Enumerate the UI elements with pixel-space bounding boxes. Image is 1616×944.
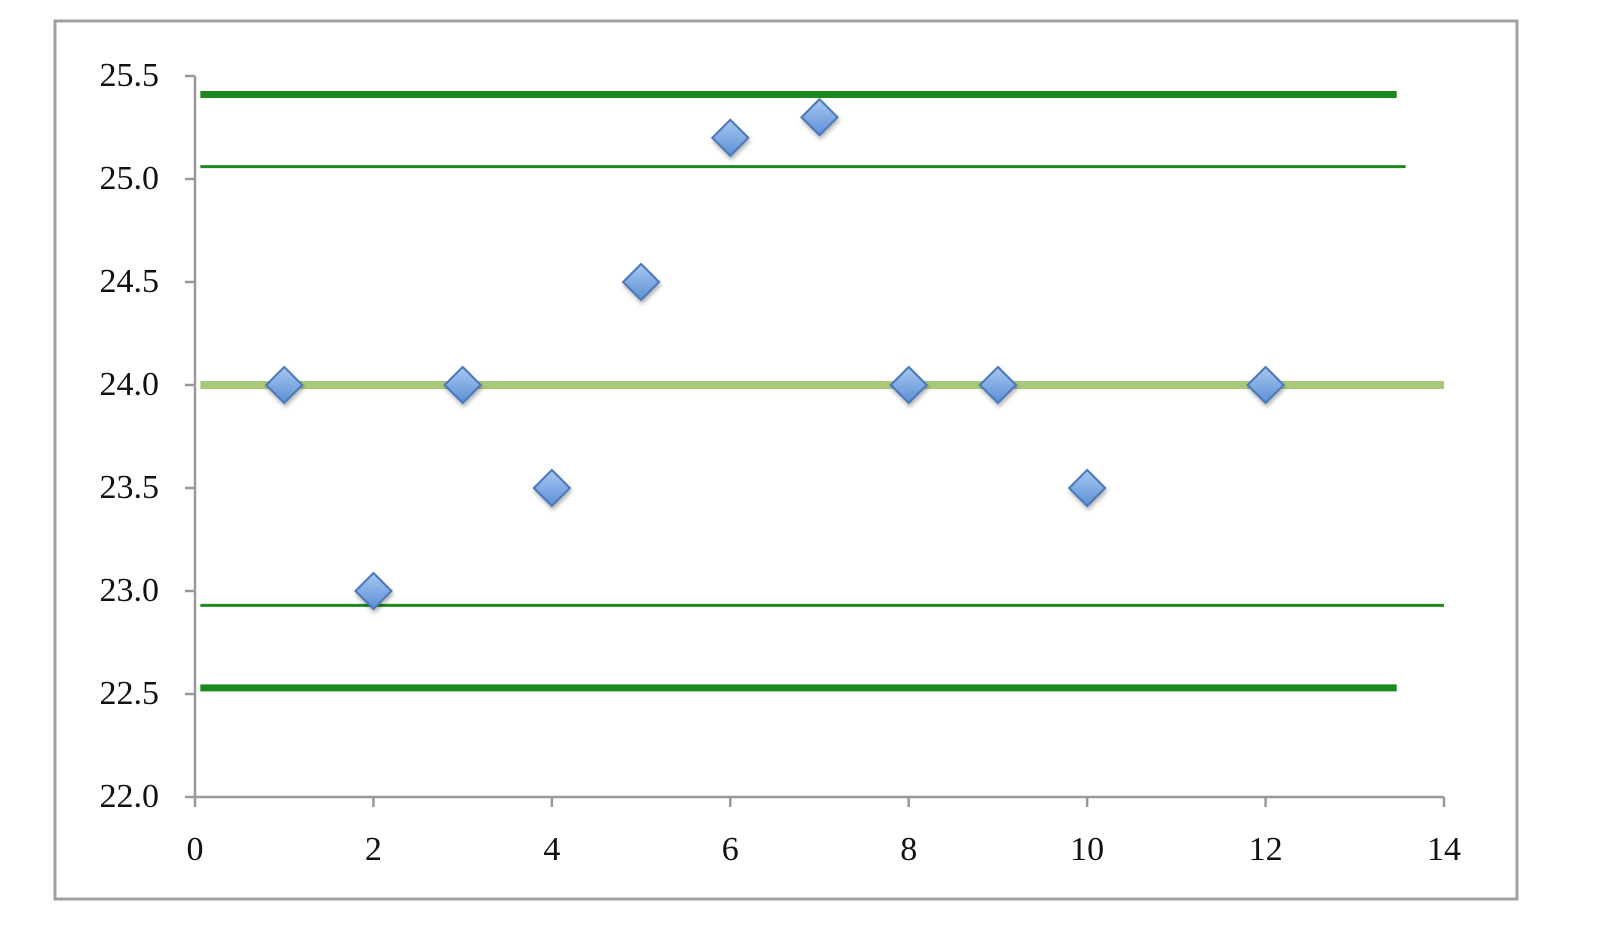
- point: [1246, 365, 1285, 405]
- y-tick-label: 24.0: [100, 366, 160, 403]
- chart-frame: [53, 19, 1519, 901]
- x-tick-label: 2: [365, 831, 382, 868]
- y-tick-label: 24.5: [100, 263, 160, 300]
- x-tick-label: 4: [543, 831, 560, 868]
- point: [443, 365, 483, 405]
- point: [354, 571, 393, 611]
- y-tick-label: 22.0: [100, 778, 160, 815]
- point: [978, 365, 1018, 405]
- y-tick-label: 23.0: [100, 572, 160, 609]
- point: [1067, 468, 1107, 508]
- point: [621, 262, 661, 302]
- x-tick-label: 8: [900, 831, 917, 868]
- x-tick-label: 10: [1070, 831, 1104, 868]
- y-tick-label: 23.5: [100, 469, 160, 506]
- x-tick-label: 12: [1249, 831, 1283, 868]
- point: [710, 118, 750, 158]
- x-tick-label: 14: [1427, 831, 1461, 868]
- x-tick-label: 6: [722, 831, 739, 868]
- point: [800, 97, 839, 137]
- y-tick-label: 25.5: [100, 57, 160, 94]
- y-tick-label: 22.5: [100, 675, 160, 712]
- x-tick-label: 0: [187, 831, 204, 868]
- point: [264, 365, 304, 405]
- point: [889, 365, 929, 405]
- y-tick-label: 25.0: [100, 160, 160, 197]
- point: [532, 468, 572, 508]
